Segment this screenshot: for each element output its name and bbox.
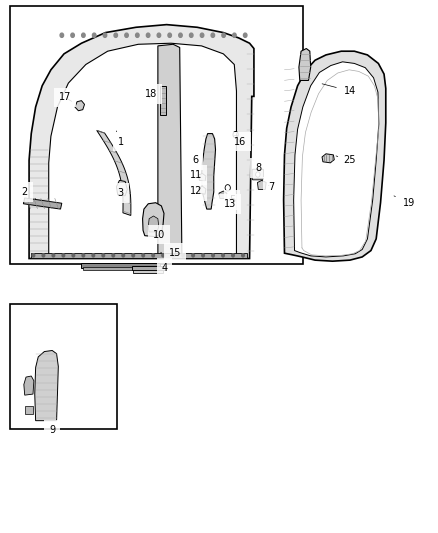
Circle shape — [125, 33, 128, 37]
Circle shape — [102, 254, 105, 257]
Circle shape — [62, 254, 65, 257]
Text: 14: 14 — [322, 84, 356, 96]
Circle shape — [225, 184, 230, 191]
Circle shape — [162, 254, 165, 257]
Bar — [11, 304, 117, 429]
Polygon shape — [35, 351, 58, 421]
Bar — [11, 6, 303, 264]
Polygon shape — [117, 180, 127, 196]
Text: 5: 5 — [229, 195, 235, 205]
Circle shape — [233, 33, 236, 37]
Circle shape — [211, 33, 215, 37]
Text: 16: 16 — [234, 136, 246, 147]
Circle shape — [168, 33, 171, 37]
Circle shape — [32, 254, 35, 257]
Polygon shape — [75, 101, 85, 111]
Text: 3: 3 — [118, 188, 124, 198]
Polygon shape — [83, 267, 158, 270]
Circle shape — [142, 254, 145, 257]
Polygon shape — [134, 270, 163, 273]
Text: 17: 17 — [59, 92, 72, 102]
Circle shape — [92, 254, 95, 257]
Circle shape — [122, 254, 124, 257]
Polygon shape — [29, 25, 254, 259]
Circle shape — [71, 33, 74, 37]
Circle shape — [81, 33, 85, 37]
Text: 10: 10 — [152, 230, 165, 240]
Polygon shape — [284, 51, 386, 261]
Polygon shape — [219, 191, 227, 198]
Circle shape — [182, 254, 184, 257]
Circle shape — [212, 254, 214, 257]
Text: 11: 11 — [190, 170, 202, 180]
Polygon shape — [299, 49, 311, 80]
Circle shape — [60, 33, 64, 37]
Polygon shape — [143, 203, 164, 237]
Circle shape — [42, 254, 45, 257]
Text: 15: 15 — [161, 248, 181, 258]
Polygon shape — [258, 180, 266, 189]
Circle shape — [157, 33, 161, 37]
Text: 1: 1 — [117, 131, 124, 147]
Polygon shape — [97, 131, 131, 215]
Circle shape — [82, 254, 85, 257]
Circle shape — [72, 254, 74, 257]
Polygon shape — [49, 43, 237, 256]
Circle shape — [222, 33, 226, 37]
Circle shape — [233, 132, 238, 138]
Circle shape — [152, 254, 155, 257]
Polygon shape — [293, 62, 379, 257]
Polygon shape — [198, 173, 206, 181]
Circle shape — [132, 254, 134, 257]
Circle shape — [200, 33, 204, 37]
Polygon shape — [201, 134, 215, 209]
Text: 2: 2 — [21, 187, 35, 199]
Text: 18: 18 — [145, 88, 157, 99]
Circle shape — [92, 33, 96, 37]
Text: 12: 12 — [190, 186, 202, 196]
Circle shape — [232, 254, 234, 257]
Text: 7: 7 — [268, 182, 275, 192]
Text: 6: 6 — [192, 155, 198, 165]
Circle shape — [136, 33, 139, 37]
Circle shape — [103, 33, 107, 37]
Circle shape — [256, 172, 260, 177]
Circle shape — [52, 254, 55, 257]
Polygon shape — [160, 86, 166, 115]
Polygon shape — [148, 216, 159, 232]
Polygon shape — [198, 186, 206, 194]
Text: 9: 9 — [49, 425, 55, 435]
Circle shape — [190, 33, 193, 37]
Polygon shape — [322, 154, 334, 163]
Text: 8: 8 — [255, 163, 261, 173]
Polygon shape — [81, 263, 160, 268]
Text: 13: 13 — [224, 198, 236, 209]
Polygon shape — [132, 266, 166, 270]
FancyBboxPatch shape — [252, 169, 264, 180]
Circle shape — [114, 33, 117, 37]
Circle shape — [112, 254, 115, 257]
Text: 4: 4 — [160, 263, 167, 272]
Bar — [25, 406, 33, 414]
Circle shape — [172, 254, 174, 257]
Circle shape — [192, 254, 194, 257]
Polygon shape — [158, 44, 182, 256]
Circle shape — [244, 33, 247, 37]
Circle shape — [222, 254, 224, 257]
Polygon shape — [31, 253, 247, 258]
Circle shape — [242, 254, 244, 257]
Polygon shape — [24, 376, 34, 395]
Polygon shape — [23, 198, 62, 209]
Circle shape — [179, 33, 182, 37]
Circle shape — [202, 254, 205, 257]
Text: 25: 25 — [336, 155, 355, 165]
Text: 19: 19 — [394, 196, 415, 208]
Circle shape — [146, 33, 150, 37]
